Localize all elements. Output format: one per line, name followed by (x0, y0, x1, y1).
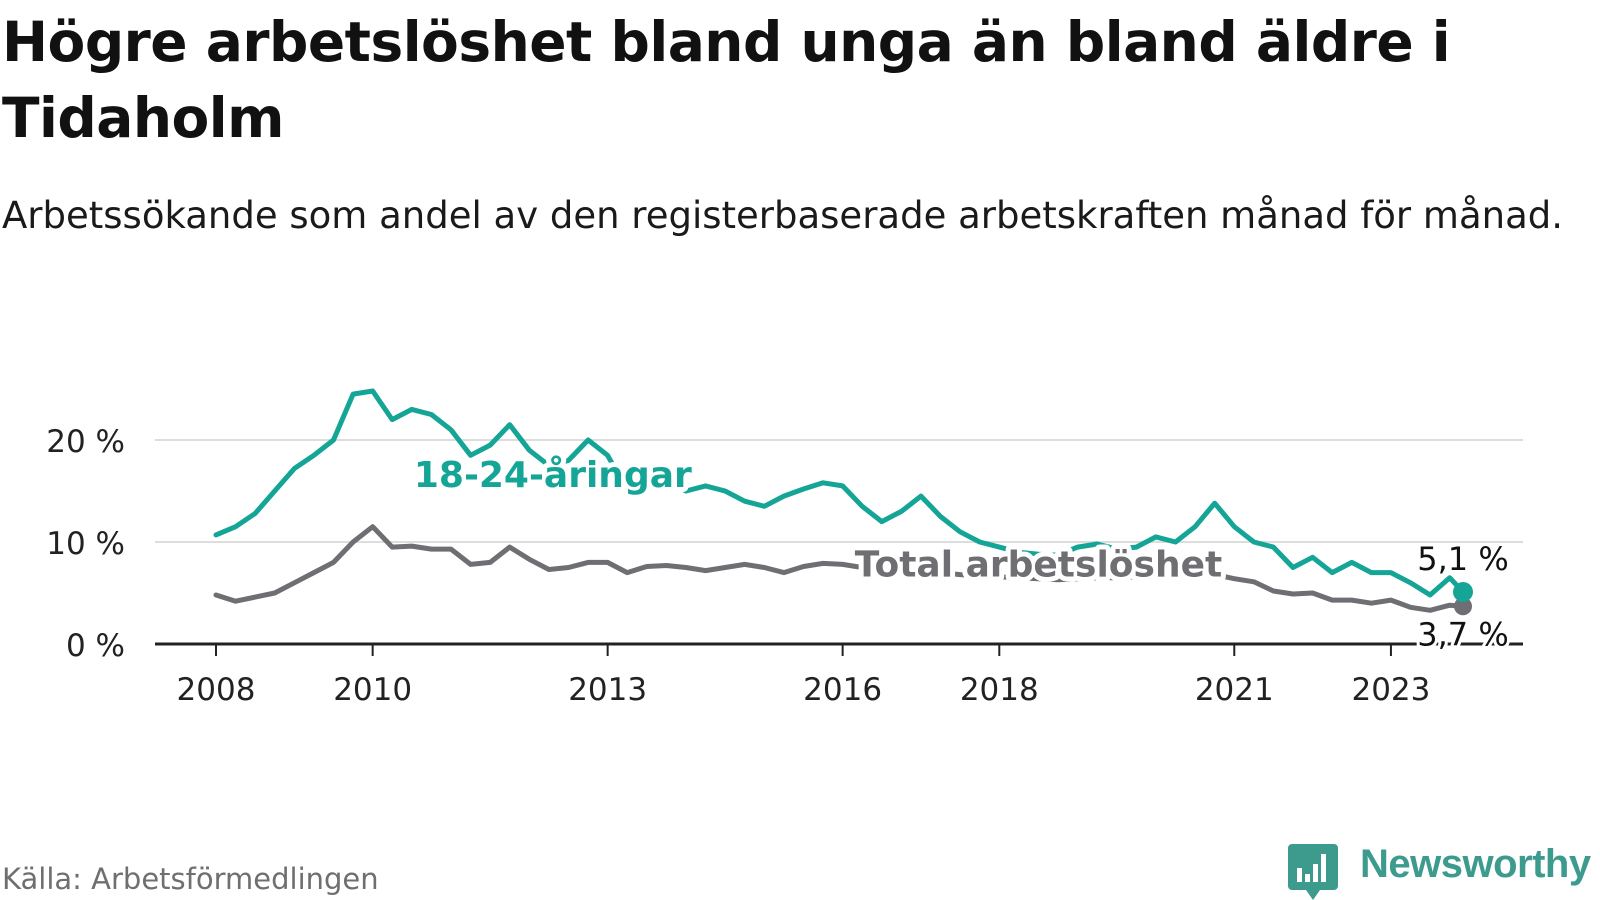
y-tick-label: 0 % (66, 628, 125, 664)
end-point-youth (1453, 581, 1473, 602)
end-label-total: 3,7 % (1417, 615, 1508, 653)
newsworthy-logo-icon (1288, 844, 1338, 900)
y-tick-label: 10 % (46, 526, 125, 562)
x-axis: 2008 2010 2013 2016 2018 2021 2023 (155, 642, 1523, 708)
chart-subtitle: Arbetssökande som andel av den registerb… (2, 194, 1563, 237)
end-label-youth-halo: 5,1 % (1417, 540, 1508, 578)
x-tick-label: 2018 (960, 672, 1039, 708)
series-annotation-halo: 18-24-åringar (414, 455, 692, 496)
gridlines (155, 439, 1523, 543)
series-annotation: Total arbetslöshet (855, 545, 1223, 586)
y-axis-ticks: 0 % 10 % 20 % (46, 424, 125, 664)
x-tick-label: 2010 (333, 672, 412, 708)
series-lines (213, 388, 1473, 616)
source-note: Källa: Arbetsförmedlingen (2, 862, 379, 896)
end-label-total-halo: 3,7 % (1417, 615, 1508, 653)
series-line-youth (213, 388, 1466, 598)
end-label-youth: 5,1 % (1417, 540, 1508, 578)
line-chart: 0 % 10 % 20 % 2008 2010 2013 2016 2018 2021 2023… (46, 388, 1523, 708)
x-tick-label: 2016 (803, 672, 882, 708)
series-annotation: 18-24-åringar (414, 455, 692, 496)
x-tick-label: 2023 (1351, 672, 1430, 708)
series-line-total (213, 524, 1466, 613)
newsworthy-logo: Newsworthy (1288, 838, 1598, 900)
series-annotation-halo: Total arbetslöshet (855, 545, 1223, 586)
x-tick-label: 2008 (177, 672, 256, 708)
x-tick-label: 2013 (568, 672, 647, 708)
end-point-total (1454, 597, 1472, 616)
x-tick-label: 2021 (1195, 672, 1274, 708)
chart-title: Högre arbetslöshet bland unga än bland ä… (2, 10, 1451, 150)
y-tick-label: 20 % (46, 424, 125, 460)
newsworthy-brand: Newsworthy (1360, 842, 1591, 886)
